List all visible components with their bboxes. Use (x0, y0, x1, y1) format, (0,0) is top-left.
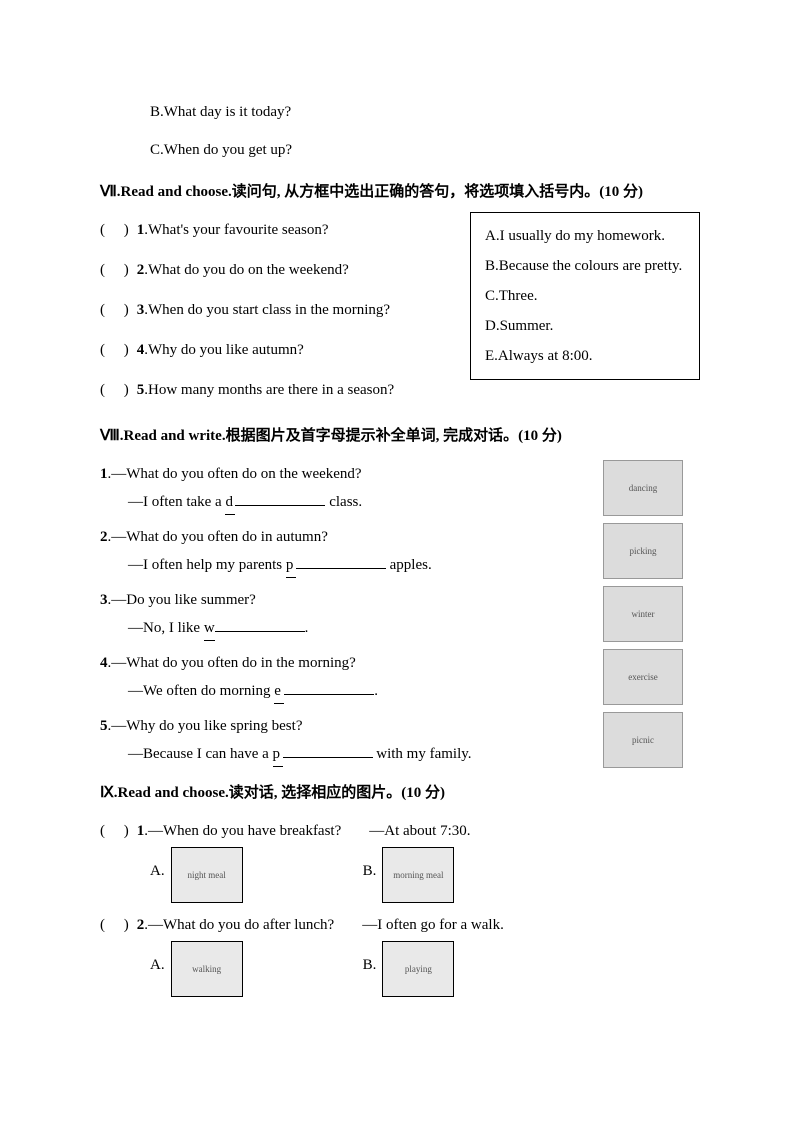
qnum: 2 (137, 913, 145, 937)
q-row: ( ) 5.How many months are there in a seas… (100, 378, 470, 402)
qnum: 5 (137, 378, 145, 402)
opt-label-b: B. (363, 953, 377, 977)
blank[interactable] (296, 554, 386, 569)
choice-e: E.Always at 8:00. (485, 341, 685, 371)
opt-label-b: B. (363, 859, 377, 883)
letter: w (204, 616, 215, 641)
paren[interactable]: ( ) (100, 258, 129, 282)
section8-body: dancing 1.—What do you often do on the w… (100, 462, 693, 767)
qnum: 1 (137, 218, 145, 242)
qnum: 4 (137, 338, 145, 362)
qtext: .How many months are there in a season? (144, 378, 394, 402)
paren[interactable]: ( ) (100, 338, 129, 362)
sec8-item: picking 2.—What do you often do in autum… (100, 525, 693, 578)
ans-post: apples. (386, 557, 432, 573)
img-exercise: exercise (603, 649, 683, 705)
preline-c: C.When do you get up? (150, 138, 693, 162)
opt-label-a: A. (150, 859, 165, 883)
q-row: ( ) 1.What's your favourite season? (100, 218, 470, 242)
choice-a: A.I usually do my homework. (485, 221, 685, 251)
sec8-item: picnic 5.—Why do you like spring best? —… (100, 714, 693, 767)
q-row: ( ) 3.When do you start class in the morn… (100, 298, 470, 322)
img-picking: picking (603, 523, 683, 579)
qtext: .What's your favourite season? (144, 218, 328, 242)
paren[interactable]: ( ) (100, 378, 129, 402)
letter: e (274, 679, 284, 704)
img-picnic: picnic (603, 712, 683, 768)
opt-block: B. playing (363, 941, 455, 997)
qtext: .What do you do on the weekend? (144, 258, 349, 282)
qtext: .—What do you do after lunch? (144, 913, 334, 937)
img-dancing: dancing (603, 460, 683, 516)
qnum: 1 (100, 466, 108, 482)
choice-b: B.Because the colours are pretty. (485, 251, 685, 281)
qtext: .—What do you often do in the morning? (108, 655, 356, 671)
paren[interactable]: ( ) (100, 298, 129, 322)
opt-row: A. walking B. playing (150, 941, 693, 997)
sec9-item: ( ) 1.—When do you have breakfast? —At ab… (100, 819, 693, 903)
blank[interactable] (235, 491, 325, 506)
ans-pre: —No, I like (128, 620, 204, 636)
sec9-item: ( ) 2.—What do you do after lunch? —I oft… (100, 913, 693, 997)
qtext: .—When do you have breakfast? (144, 819, 341, 843)
paren[interactable]: ( ) (100, 218, 129, 242)
qnum: 2 (137, 258, 145, 282)
qnum: 3 (137, 298, 145, 322)
qnum: 5 (100, 718, 108, 734)
qtext: .—Why do you like spring best? (108, 718, 303, 734)
qtext: .Why do you like autumn? (144, 338, 304, 362)
opt-block: A. walking (150, 941, 243, 997)
ans-pre: —Because I can have a (128, 746, 273, 762)
section7-wrap: A.I usually do my homework. B.Because th… (100, 218, 693, 402)
blank[interactable] (284, 680, 374, 695)
q-row: ( ) 2.What do you do on the weekend? (100, 258, 470, 282)
opt-block: B. morning meal (363, 847, 455, 903)
letter: d (225, 490, 235, 515)
section7-questions: ( ) 1.What's your favourite season? ( ) 2.… (100, 218, 470, 402)
ans-post: . (374, 683, 378, 699)
ans-text: —I often go for a walk. (362, 913, 504, 937)
blank[interactable] (215, 617, 305, 632)
ans-pre: —We often do morning (128, 683, 274, 699)
sec8-item: dancing 1.—What do you often do on the w… (100, 462, 693, 515)
section7-title: Ⅶ.Read and choose.读问句, 从方框中选出正确的答句，将选项填入… (100, 180, 693, 204)
qtext: .—What do you often do in autumn? (108, 529, 328, 545)
sec8-item: exercise 4.—What do you often do in the … (100, 651, 693, 704)
ans-post: . (305, 620, 309, 636)
qtext: .When do you start class in the morning? (144, 298, 390, 322)
choice-box: A.I usually do my homework. B.Because th… (470, 212, 700, 380)
qnum: 1 (137, 819, 145, 843)
opt-block: A. night meal (150, 847, 243, 903)
choice-c: C.Three. (485, 281, 685, 311)
preline-b: B.What day is it today? (150, 100, 693, 124)
qnum: 2 (100, 529, 108, 545)
letter: p (273, 742, 283, 767)
ans-post: with my family. (373, 746, 472, 762)
sec8-item: winter 3.—Do you like summer? —No, I lik… (100, 588, 693, 641)
section8-title: Ⅷ.Read and write.根据图片及首字母提示补全单词, 完成对话。(1… (100, 424, 693, 448)
q-row: ( ) 4.Why do you like autumn? (100, 338, 470, 362)
letter: p (286, 553, 296, 578)
qtext: .—Do you like summer? (108, 592, 256, 608)
img-winter: winter (603, 586, 683, 642)
qtext: .—What do you often do on the weekend? (108, 466, 362, 482)
section9-title: Ⅸ.Read and choose.读对话, 选择相应的图片。(10 分) (100, 781, 693, 805)
opt-row: A. night meal B. morning meal (150, 847, 693, 903)
ans-post: class. (325, 494, 362, 510)
ans-pre: —I often take a (128, 494, 225, 510)
opt-img-b[interactable]: morning meal (382, 847, 454, 903)
choice-d: D.Summer. (485, 311, 685, 341)
qnum: 4 (100, 655, 108, 671)
opt-img-a[interactable]: night meal (171, 847, 243, 903)
opt-label-a: A. (150, 953, 165, 977)
paren[interactable]: ( ) (100, 819, 129, 843)
blank[interactable] (283, 743, 373, 758)
opt-img-b[interactable]: playing (382, 941, 454, 997)
opt-img-a[interactable]: walking (171, 941, 243, 997)
ans-text: —At about 7:30. (369, 819, 470, 843)
ans-pre: —I often help my parents (128, 557, 286, 573)
paren[interactable]: ( ) (100, 913, 129, 937)
qnum: 3 (100, 592, 108, 608)
